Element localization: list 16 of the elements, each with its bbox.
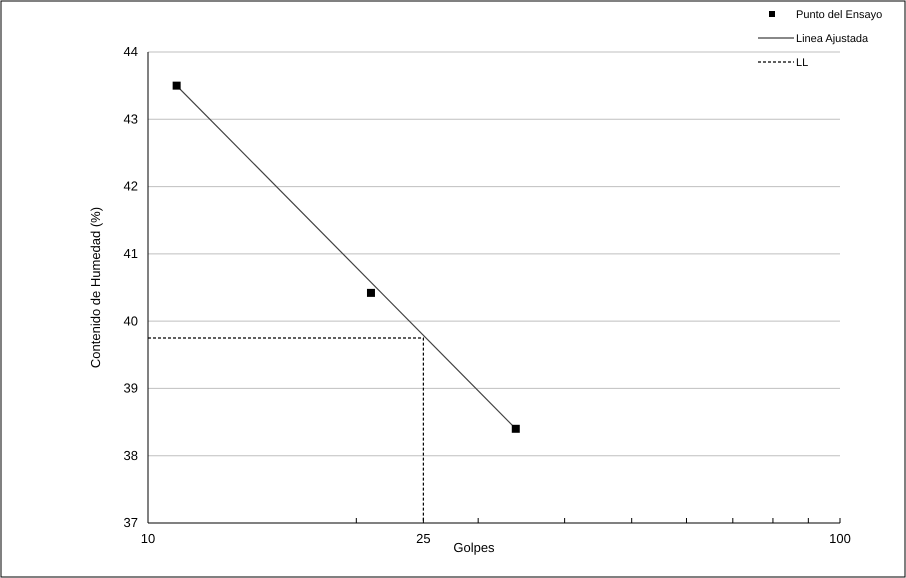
y-axis-title: Contenido de Humedad (%) <box>88 206 103 368</box>
x-tick-label: 100 <box>829 530 851 546</box>
y-tick-label: 39 <box>124 380 138 396</box>
y-tick-label: 43 <box>124 111 138 126</box>
y-tick-label: 41 <box>124 246 138 262</box>
y-tick-label: 38 <box>124 448 138 463</box>
legend-label: Linea Ajustada <box>796 33 870 45</box>
x-tick-label: 25 <box>416 530 431 546</box>
x-axis-title: Golpes <box>453 540 496 555</box>
x-tick-label: 10 <box>140 530 156 546</box>
legend-label: Punto del Ensayo <box>796 9 882 21</box>
legend-label: LL <box>796 57 808 69</box>
y-tick-label: 40 <box>124 313 138 328</box>
y-tick-label: 44 <box>124 44 138 60</box>
y-tick-label: 42 <box>124 178 138 194</box>
y-tick-label: 37 <box>124 515 138 530</box>
